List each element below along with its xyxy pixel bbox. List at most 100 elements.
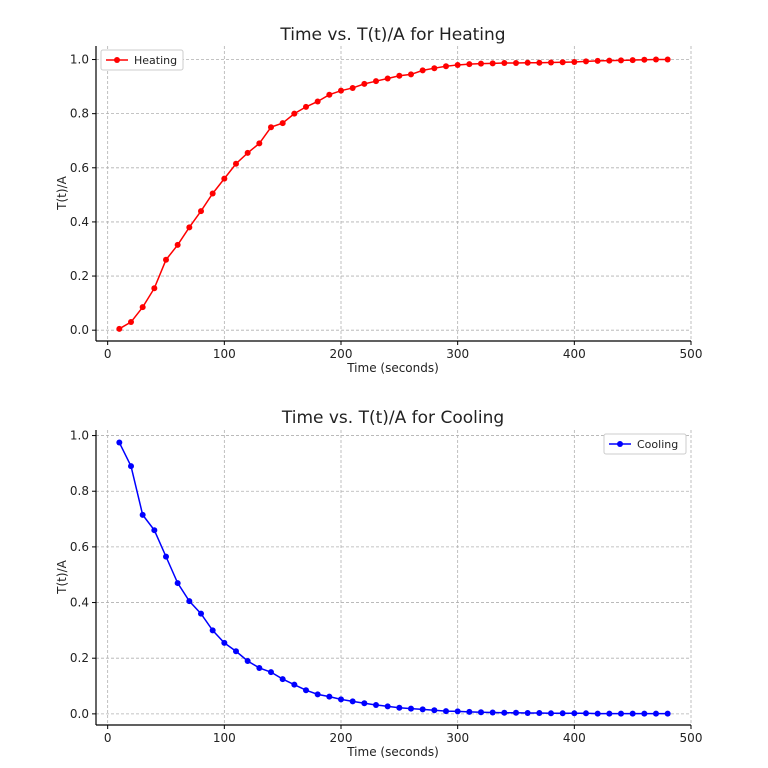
y-tick-label: 0.0 <box>70 323 89 337</box>
data-point <box>594 57 601 64</box>
x-tick-label: 200 <box>330 347 353 361</box>
data-point <box>618 710 624 717</box>
data-point <box>396 704 403 711</box>
legend-label: Cooling <box>637 438 678 451</box>
heating-chart: Time vs. T(t)/A for Heating Time (second… <box>55 25 702 375</box>
series-line-cooling <box>118 442 668 715</box>
x-axis-label: Time (seconds) <box>346 745 439 759</box>
x-tick-label: 300 <box>446 347 469 361</box>
data-point <box>524 59 531 66</box>
data-point <box>326 693 333 700</box>
data-point <box>186 598 193 605</box>
y-tick-label: 0.8 <box>70 484 89 498</box>
data-point <box>349 84 356 91</box>
data-point <box>431 707 438 714</box>
data-point <box>221 175 228 182</box>
data-point <box>361 700 368 707</box>
data-point <box>513 60 519 67</box>
data-point <box>139 304 146 311</box>
data-point <box>268 669 274 676</box>
legend: Heating <box>100 49 184 71</box>
x-tick-label: 500 <box>680 347 703 361</box>
data-point <box>536 710 543 717</box>
data-point <box>244 657 251 664</box>
data-point <box>279 120 286 127</box>
data-point <box>128 463 134 470</box>
x-tick-label: 100 <box>213 731 236 745</box>
cooling-chart: Time vs. T(t)/A for Cooling Time (second… <box>55 408 702 759</box>
data-point <box>163 256 169 263</box>
data-point <box>291 110 298 117</box>
legend-label: Heating <box>134 54 177 67</box>
data-point <box>338 696 344 703</box>
data-point <box>571 710 578 717</box>
legend-dot-marker <box>114 57 120 63</box>
legend-box <box>603 433 687 455</box>
data-point <box>513 709 519 716</box>
data-point <box>116 439 123 446</box>
x-tick-label: 400 <box>563 731 586 745</box>
data-point <box>629 710 636 717</box>
x-tick-label: 0 <box>104 731 112 745</box>
x-tick-label: 400 <box>563 347 586 361</box>
x-tick-label: 300 <box>446 731 469 745</box>
data-point <box>489 60 496 67</box>
y-axis-label: T(t)/A <box>55 559 69 594</box>
data-point <box>583 58 589 65</box>
x-tick-label: 500 <box>680 731 703 745</box>
y-axis-label: T(t)/A <box>55 175 69 210</box>
data-point <box>478 60 484 67</box>
data-point <box>641 56 648 63</box>
x-tick-label: 0 <box>104 347 112 361</box>
data-point <box>151 527 158 534</box>
data-point <box>209 190 216 197</box>
data-point <box>583 710 589 717</box>
y-tick-label: 1.0 <box>70 429 89 443</box>
data-point <box>419 67 426 74</box>
legend-box <box>100 49 184 71</box>
y-tick-label: 0.6 <box>70 540 89 554</box>
y-tick-label: 1.0 <box>70 53 89 67</box>
data-point <box>594 710 601 717</box>
data-point <box>641 710 648 717</box>
data-point <box>559 59 566 66</box>
data-point <box>443 708 449 715</box>
data-point <box>128 319 134 326</box>
data-point <box>279 676 286 683</box>
data-point <box>501 60 508 67</box>
data-point <box>209 627 216 634</box>
data-point <box>326 91 333 98</box>
data-point <box>338 87 344 94</box>
y-tick-label: 0.2 <box>70 651 89 665</box>
data-point <box>116 325 123 332</box>
data-point <box>349 698 356 705</box>
data-point <box>314 691 321 698</box>
data-point <box>198 610 204 617</box>
data-point <box>186 224 193 231</box>
data-point <box>489 709 496 716</box>
data-point <box>606 57 613 64</box>
data-point <box>664 56 671 63</box>
data-point <box>268 124 274 131</box>
data-point <box>221 639 228 646</box>
data-point <box>548 710 554 717</box>
data-point <box>653 56 659 63</box>
data-point <box>653 710 659 717</box>
data-point <box>664 710 671 717</box>
data-point <box>244 149 251 156</box>
y-tick-label: 0.2 <box>70 269 89 283</box>
chart-title: Time vs. T(t)/A for Cooling <box>281 408 504 428</box>
chart-title: Time vs. T(t)/A for Heating <box>279 25 505 45</box>
data-point <box>466 61 473 68</box>
data-point <box>151 285 158 292</box>
data-point <box>419 706 426 713</box>
data-point <box>256 140 263 147</box>
data-point <box>373 701 379 708</box>
data-point <box>431 65 438 72</box>
series-line-heating <box>118 58 668 330</box>
data-point <box>571 58 578 65</box>
data-point <box>501 709 508 716</box>
data-point <box>361 80 368 87</box>
legend-dot-marker <box>617 441 623 447</box>
data-point <box>548 59 554 66</box>
